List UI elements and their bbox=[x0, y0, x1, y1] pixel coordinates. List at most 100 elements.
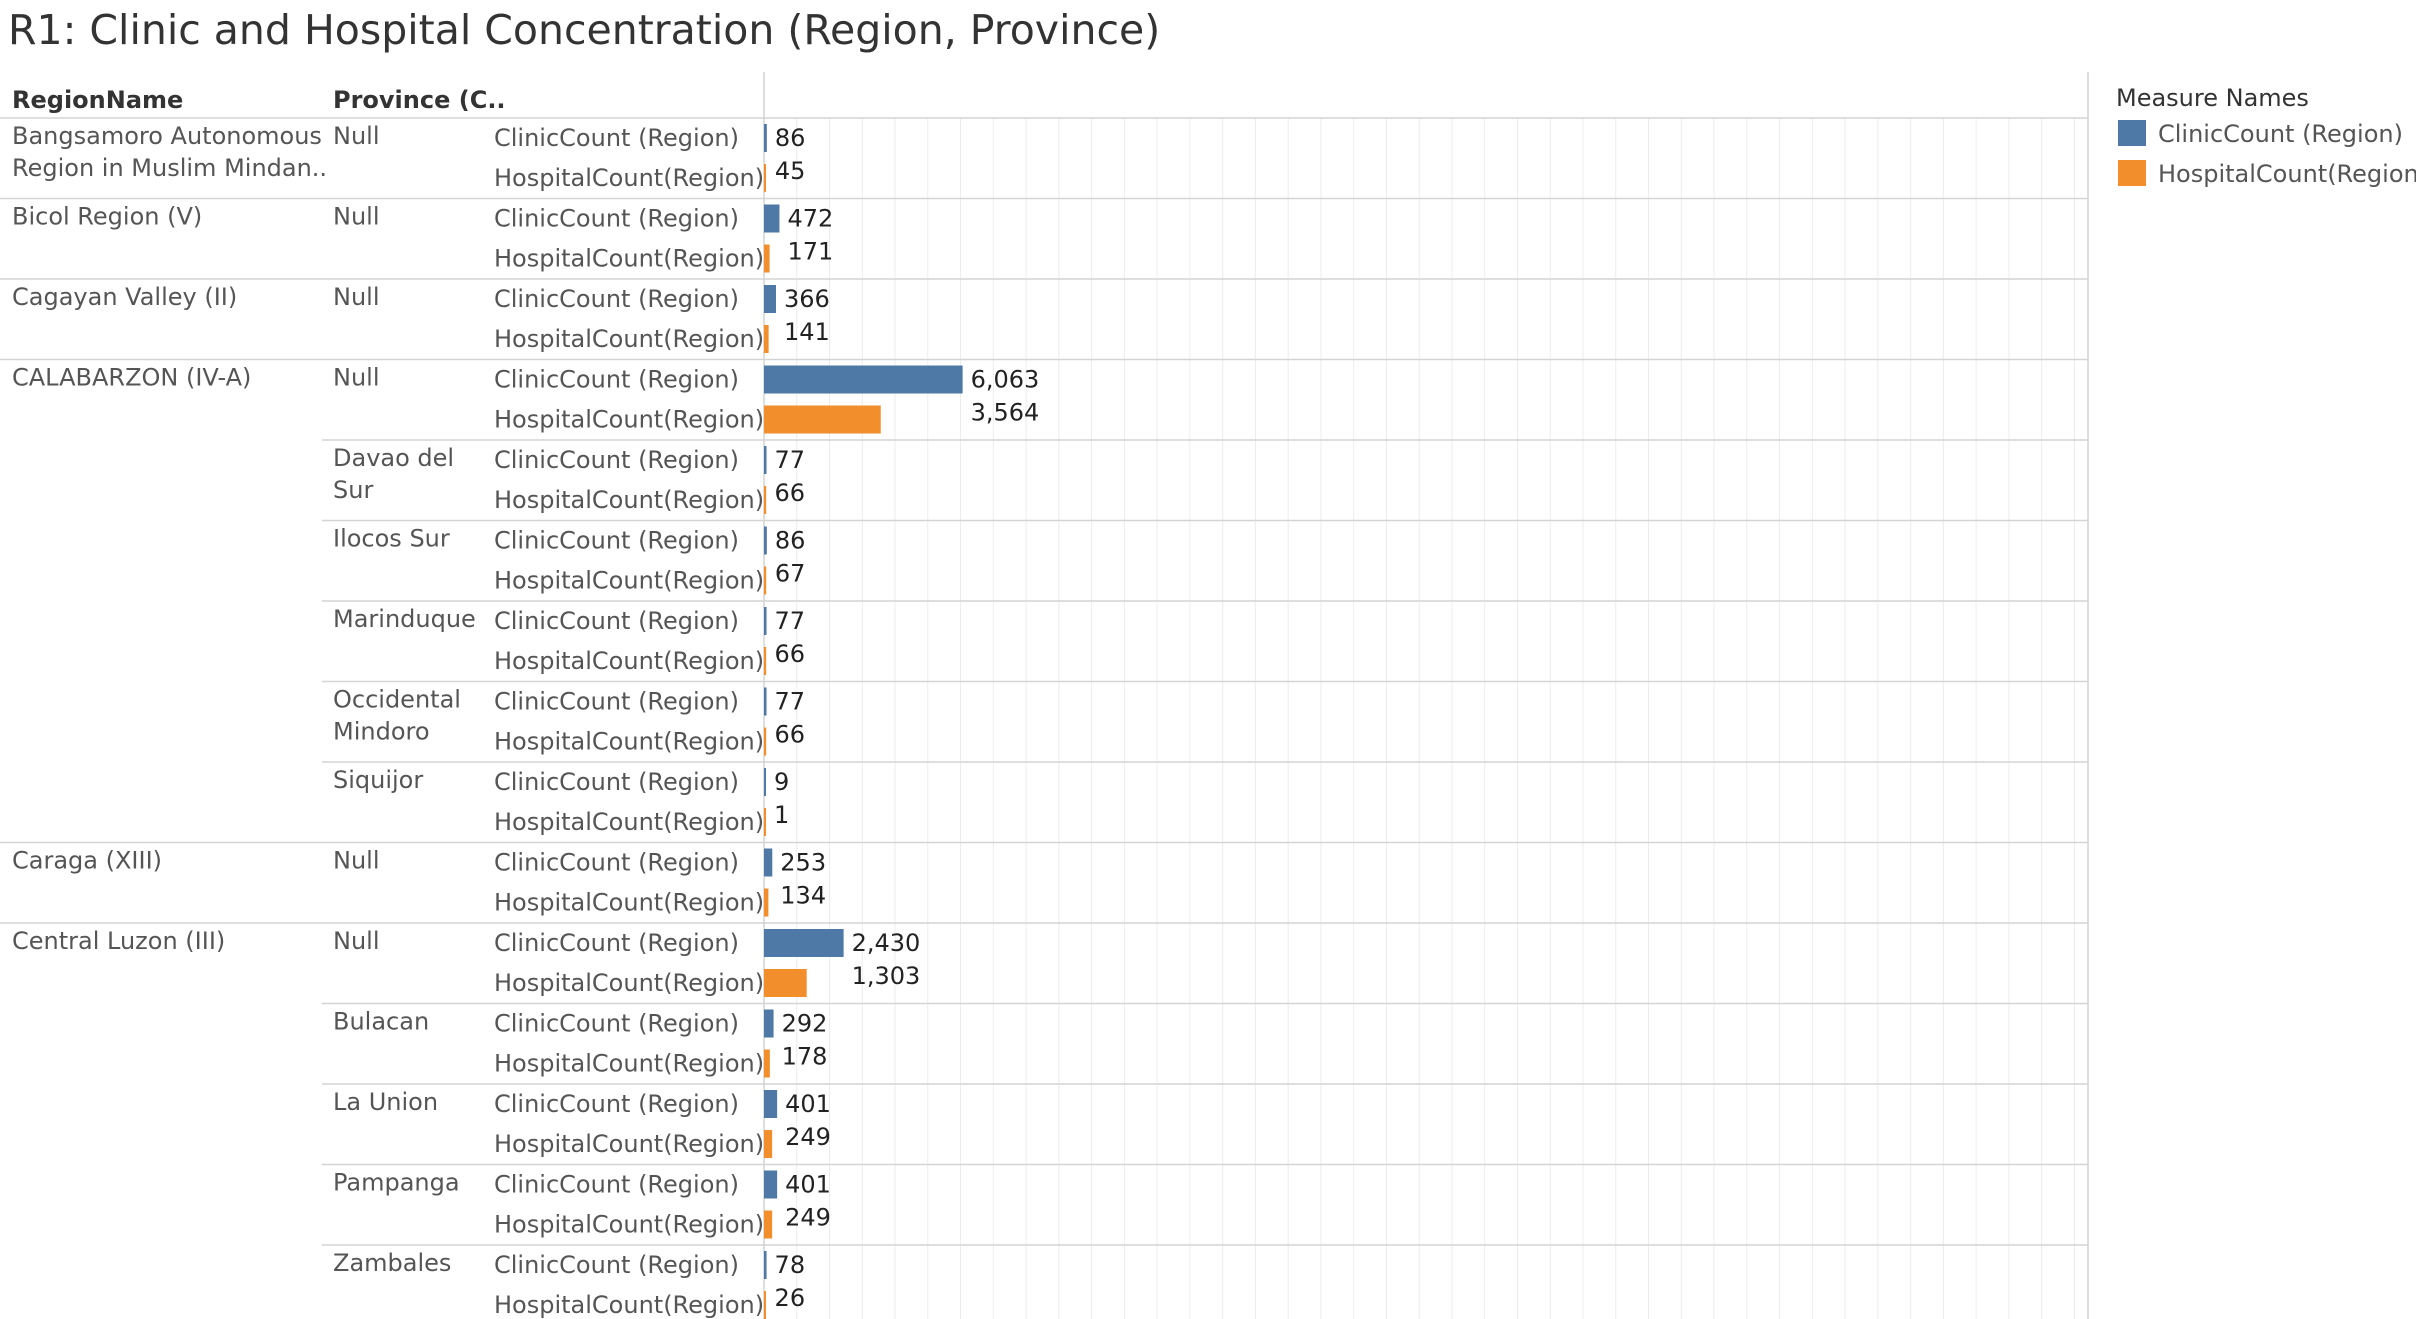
region-label: Region in Muslim Mindan.. bbox=[12, 154, 327, 182]
province-label: Mindoro bbox=[333, 718, 430, 746]
grid-layer bbox=[796, 118, 2075, 1319]
clinic-bar bbox=[764, 848, 773, 877]
hospital-bar bbox=[764, 405, 881, 434]
province-label: Null bbox=[333, 283, 380, 311]
hospital-bar bbox=[764, 566, 767, 595]
hospital-bar bbox=[764, 1049, 770, 1078]
hospital-value-label: 171 bbox=[787, 238, 833, 266]
table-row: Bulacan ClinicCount (Region) HospitalCount… bbox=[333, 1008, 764, 1078]
bars-layer: 86 45 472 171 366 141 6,063 3,564 77 66 86 67 77 66 77… bbox=[764, 124, 1039, 1319]
clinic-value-label: 77 bbox=[775, 688, 806, 716]
measure-label: HospitalCount(Region) bbox=[494, 406, 764, 434]
clinic-bar bbox=[764, 1009, 774, 1038]
legend-label: ClinicCount (Region) bbox=[2158, 120, 2403, 148]
clinic-bar bbox=[764, 929, 844, 957]
clinic-value-label: 86 bbox=[775, 124, 806, 152]
measure-label: ClinicCount (Region) bbox=[494, 1090, 739, 1118]
legend-label: HospitalCount(Region) bbox=[2158, 160, 2416, 188]
legend-swatch bbox=[2118, 120, 2146, 146]
clinic-value-label: 401 bbox=[785, 1090, 831, 1118]
hospital-value-label: 66 bbox=[775, 479, 806, 507]
province-label: Ilocos Sur bbox=[333, 525, 450, 553]
table-row: Bicol Region (V) Null ClinicCount (Region)… bbox=[12, 203, 764, 273]
clinic-bar bbox=[764, 687, 767, 716]
hospital-value-label: 249 bbox=[785, 1204, 831, 1232]
header-layer: RegionName Province (C.. bbox=[12, 86, 506, 114]
measure-label: HospitalCount(Region) bbox=[494, 969, 764, 997]
table-row: Davao del Sur ClinicCount (Region) Hospital… bbox=[333, 444, 764, 514]
table-row: Ilocos Sur ClinicCount (Region) HospitalCo… bbox=[333, 525, 764, 595]
province-label: Pampanga bbox=[333, 1169, 460, 1197]
hospital-bar bbox=[764, 325, 769, 353]
legend-swatch bbox=[2118, 160, 2146, 186]
province-label: La Union bbox=[333, 1088, 438, 1116]
frame-layer bbox=[0, 72, 2089, 1319]
hospital-value-label: 1,303 bbox=[852, 962, 921, 990]
measure-label: ClinicCount (Region) bbox=[494, 929, 739, 957]
measure-label: HospitalCount(Region) bbox=[494, 1130, 764, 1158]
clinic-value-label: 86 bbox=[775, 527, 806, 555]
clinic-bar bbox=[764, 1170, 778, 1199]
table-row: Cagayan Valley (II) Null ClinicCount (Regi… bbox=[12, 283, 764, 353]
measure-label: HospitalCount(Region) bbox=[494, 325, 764, 353]
hospital-value-label: 3,564 bbox=[971, 399, 1040, 427]
clinic-bar bbox=[764, 607, 767, 635]
clinic-bar bbox=[764, 446, 767, 474]
province-label: Zambales bbox=[333, 1249, 451, 1277]
region-label: Central Luzon (III) bbox=[12, 927, 225, 955]
province-label: Bulacan bbox=[333, 1008, 429, 1036]
measure-label: ClinicCount (Region) bbox=[494, 1251, 739, 1279]
table-row: Siquijor ClinicCount (Region) HospitalCoun… bbox=[333, 766, 764, 836]
measure-label: ClinicCount (Region) bbox=[494, 124, 739, 152]
clinic-value-label: 292 bbox=[782, 1010, 828, 1038]
hospital-bar bbox=[764, 1291, 766, 1319]
clinic-bar bbox=[764, 204, 780, 233]
clinic-value-label: 253 bbox=[780, 849, 826, 877]
hospital-bar bbox=[764, 969, 807, 997]
measure-label: ClinicCount (Region) bbox=[494, 607, 739, 635]
hospital-value-label: 67 bbox=[775, 560, 806, 588]
legend-title: Measure Names bbox=[2116, 84, 2309, 112]
hospital-bar bbox=[764, 164, 766, 192]
measure-label: HospitalCount(Region) bbox=[494, 245, 764, 273]
clinic-value-label: 6,063 bbox=[971, 366, 1040, 394]
province-label: Sur bbox=[333, 476, 373, 504]
region-header: RegionName bbox=[12, 86, 183, 114]
hospital-value-label: 249 bbox=[785, 1123, 831, 1151]
measure-label: HospitalCount(Region) bbox=[494, 808, 764, 836]
hospital-bar bbox=[764, 808, 766, 836]
hospital-value-label: 66 bbox=[775, 640, 806, 668]
province-header: Province (C.. bbox=[333, 86, 506, 114]
measure-label: HospitalCount(Region) bbox=[494, 1050, 764, 1078]
measure-label: ClinicCount (Region) bbox=[494, 446, 739, 474]
clinic-bar bbox=[764, 285, 776, 313]
clinic-value-label: 78 bbox=[775, 1251, 806, 1279]
hospital-value-label: 66 bbox=[775, 721, 806, 749]
hospital-bar bbox=[764, 1130, 773, 1158]
clinic-bar bbox=[764, 526, 767, 555]
measure-label: ClinicCount (Region) bbox=[494, 205, 739, 233]
clinic-value-label: 9 bbox=[774, 768, 789, 796]
measure-label: ClinicCount (Region) bbox=[494, 849, 739, 877]
clinic-value-label: 2,430 bbox=[852, 929, 921, 957]
hospital-bar bbox=[764, 1210, 773, 1239]
measure-label: HospitalCount(Region) bbox=[494, 1211, 764, 1239]
province-label: Null bbox=[333, 122, 380, 150]
page-title: R1: Clinic and Hospital Concentration (R… bbox=[8, 6, 1161, 54]
measure-label: HospitalCount(Region) bbox=[494, 486, 764, 514]
clinic-bar bbox=[764, 124, 767, 152]
hospital-value-label: 26 bbox=[775, 1284, 806, 1312]
province-label: Null bbox=[333, 847, 380, 875]
clinic-value-label: 77 bbox=[775, 607, 806, 635]
table-row: La Union ClinicCount (Region) HospitalCoun… bbox=[333, 1088, 764, 1158]
hospital-value-label: 141 bbox=[784, 318, 830, 346]
clinic-value-label: 77 bbox=[775, 446, 806, 474]
province-label: Siquijor bbox=[333, 766, 423, 794]
table-row: Caraga (XIII) Null ClinicCount (Region) Hos… bbox=[12, 847, 764, 917]
table-row: CALABARZON (IV-A) Null ClinicCount (Region… bbox=[12, 364, 764, 434]
measure-label: ClinicCount (Region) bbox=[494, 1010, 739, 1038]
hospital-bar bbox=[764, 486, 767, 514]
hospital-value-label: 178 bbox=[782, 1043, 828, 1071]
hospital-bar bbox=[764, 647, 767, 675]
